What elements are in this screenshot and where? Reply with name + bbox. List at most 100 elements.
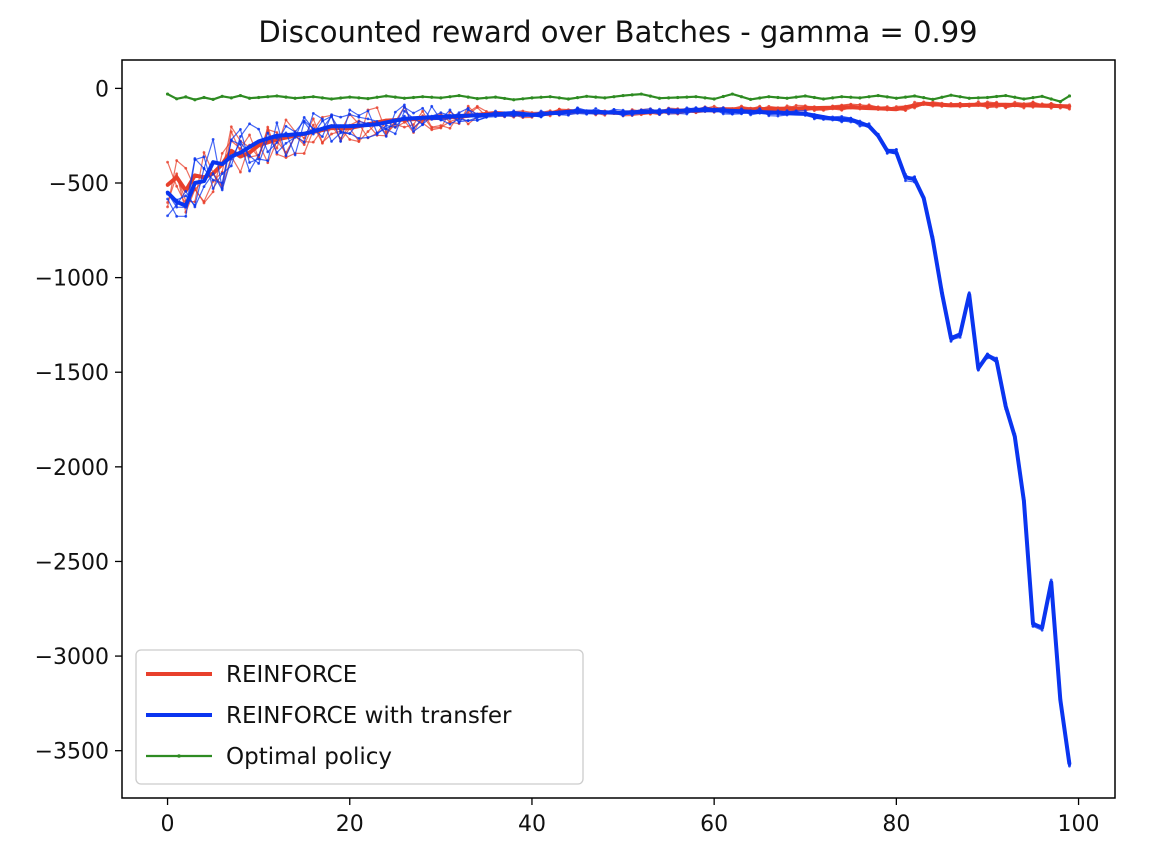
- run-point-1-3-10: [257, 157, 261, 161]
- run-point-1-3-15: [302, 140, 306, 144]
- run-point-1-2-15: [302, 115, 306, 119]
- series-point-2-42: [548, 95, 552, 99]
- legend-box: [135, 649, 584, 785]
- series-point-2-95: [1031, 96, 1035, 100]
- series-point-1-92: [1003, 404, 1008, 409]
- series-point-1-57: [685, 108, 689, 113]
- series-point-0-88: [967, 103, 972, 107]
- series-point-1-71: [812, 113, 817, 118]
- series-point-1-15: [302, 132, 307, 136]
- series-point-1-42: [548, 111, 552, 116]
- y-tick-label-3: −1500: [35, 361, 109, 386]
- x-tick-label-2: 40: [518, 812, 546, 837]
- run-point-0-2-99: [1068, 107, 1071, 111]
- series-point-1-68: [785, 111, 789, 115]
- run-point-0-0-94: [1022, 106, 1026, 110]
- run-point-0-2-76: [858, 103, 862, 106]
- series-point-1-1: [174, 200, 179, 204]
- series-point-2-37: [503, 96, 507, 101]
- run-point-0-1-69: [794, 103, 798, 107]
- run-point-1-3-38: [512, 114, 516, 118]
- series-point-1-27: [411, 116, 416, 120]
- series-point-1-45: [575, 109, 580, 113]
- run-point-1-3-6: [220, 186, 224, 190]
- series-point-0-99: [1067, 104, 1072, 109]
- run-point-0-0-23: [375, 106, 379, 110]
- series-point-0-68: [785, 106, 789, 111]
- series-point-1-80: [894, 150, 899, 155]
- run-point-0-1-15: [302, 152, 306, 155]
- series-point-1-32: [457, 114, 461, 118]
- series-point-2-17: [320, 96, 325, 100]
- series-point-2-85: [940, 95, 944, 99]
- series-point-2-63: [739, 95, 744, 99]
- run-point-0-1-81: [904, 108, 907, 112]
- run-point-1-3-71: [812, 117, 816, 121]
- run-point-0-1-26: [403, 125, 406, 129]
- y-tick-label-0: 0: [95, 77, 109, 102]
- series-point-1-70: [803, 112, 808, 116]
- series-point-2-40: [530, 96, 534, 100]
- series-point-1-48: [603, 110, 607, 115]
- y-tick-label-5: −2500: [35, 550, 109, 575]
- run-point-1-3-4: [202, 167, 206, 170]
- series-point-2-48: [603, 96, 607, 100]
- series-point-1-9: [247, 145, 252, 149]
- run-point-0-3-0: [166, 160, 169, 164]
- series-point-2-74: [840, 95, 844, 99]
- run-point-1-0-10: [257, 162, 261, 165]
- series-point-1-59: [703, 108, 707, 113]
- run-point-0-2-4: [202, 151, 206, 154]
- run-point-1-2-9: [248, 169, 251, 173]
- series-point-2-61: [721, 94, 725, 99]
- run-point-0-2-18: [330, 132, 333, 136]
- series-point-2-88: [967, 96, 971, 100]
- series-point-2-69: [794, 95, 798, 99]
- plot-area: 0 20 40 60 80 100 0 −500 −1000 −1500 −2000 −2500 −30…: [35, 59, 1116, 837]
- series-point-2-22: [366, 97, 370, 101]
- run-point-1-0-67: [776, 114, 780, 118]
- run-point-1-3-33: [466, 119, 470, 123]
- series-point-1-55: [666, 109, 671, 113]
- run-point-0-2-0: [166, 201, 169, 204]
- run-point-1-1-11: [266, 150, 270, 154]
- run-point-0-0-15: [302, 143, 306, 147]
- series-point-1-88: [967, 292, 972, 297]
- series-point-1-67: [776, 110, 780, 115]
- run-point-1-2-59: [703, 105, 707, 109]
- run-point-0-1-33: [466, 122, 470, 126]
- run-point-0-3-1: [175, 184, 179, 188]
- x-tick-label-3: 60: [700, 812, 728, 837]
- series-point-0-93: [1012, 103, 1017, 107]
- run-point-1-1-8: [239, 135, 242, 138]
- run-point-1-2-3: [193, 203, 197, 207]
- legend-marker-0: [177, 672, 181, 676]
- run-point-1-1-50: [621, 114, 625, 118]
- series-point-1-29: [429, 115, 434, 120]
- ticks-layer: 0 20 40 60 80 100 0 −500 −1000 −1500 −2000 −2500 −30…: [35, 77, 1100, 837]
- series-layer: [165, 92, 1072, 768]
- run-point-1-3-54: [658, 113, 661, 116]
- run-point-1-0-22: [366, 109, 370, 113]
- run-point-1-1-44: [566, 113, 570, 117]
- series-point-2-1: [175, 97, 179, 101]
- series-point-2-97: [1049, 97, 1053, 101]
- run-point-0-3-43: [557, 107, 561, 111]
- series-point-1-58: [694, 108, 698, 113]
- series-point-1-44: [566, 110, 571, 114]
- run-point-1-3-24: [384, 127, 388, 131]
- series-point-1-84: [930, 237, 935, 242]
- y-tick-label-6: −3000: [35, 645, 109, 670]
- run-point-1-3-11: [266, 159, 270, 163]
- series-point-1-50: [621, 111, 625, 115]
- run-point-1-0-27: [412, 111, 415, 115]
- run-point-1-1-21: [357, 115, 361, 119]
- run-point-1-3-7: [229, 138, 233, 142]
- series-point-1-83: [921, 196, 926, 200]
- series-point-1-10: [256, 139, 261, 144]
- chart-title: Discounted reward over Batches - gamma =…: [258, 15, 977, 49]
- series-point-1-52: [639, 110, 644, 115]
- run-point-1-0-9: [248, 154, 251, 158]
- run-point-1-0-55: [667, 112, 671, 116]
- series-point-2-50: [621, 93, 625, 98]
